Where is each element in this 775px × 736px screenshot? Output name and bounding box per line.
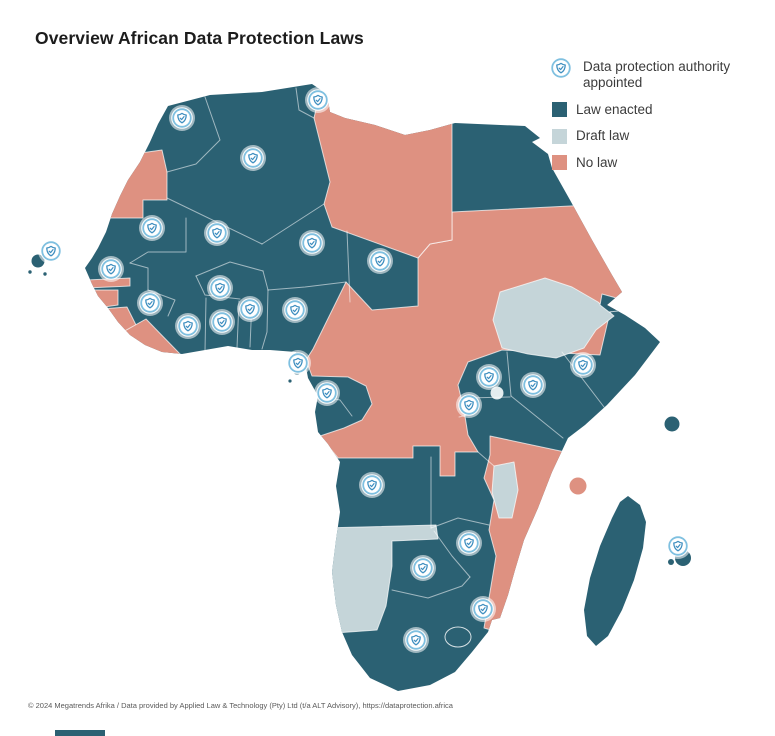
- authority-marker-niger: [298, 229, 326, 257]
- island-cape-verde-minor: [43, 272, 47, 276]
- no-law-swatch: [552, 155, 567, 170]
- authority-marker-senegal: [97, 255, 125, 283]
- authority-marker-morocco: [168, 104, 196, 132]
- authority-marker-burkina-faso: [206, 274, 234, 302]
- authority-marker-angola: [358, 471, 386, 499]
- authority-marker-chad: [366, 247, 394, 275]
- authority-marker-c-te-d-ivoire: [174, 312, 202, 340]
- law-enacted-swatch: [552, 102, 567, 118]
- authority-marker-tunisia: [304, 86, 332, 114]
- island-seychelles: [664, 416, 680, 432]
- authority-appointed-icon: [548, 55, 574, 81]
- legend-item-draft-law: Draft law: [552, 128, 767, 145]
- authority-marker-algeria: [239, 144, 267, 172]
- legend-label-no-law: No law: [576, 154, 618, 170]
- lake-victoria: [490, 386, 504, 400]
- country-region-malawi-draft-law: [491, 461, 519, 519]
- authority-marker-mali: [203, 219, 231, 247]
- authority-marker-cape-verde: [37, 237, 65, 265]
- authority-marker-somalia: [569, 351, 597, 379]
- legend-item-no-law: No law: [552, 154, 767, 171]
- authority-marker-guinea: [136, 289, 164, 317]
- authority-marker-zimbabwe: [455, 529, 483, 557]
- authority-marker-gabon: [313, 379, 341, 407]
- authority-marker-nigeria: [281, 296, 309, 324]
- authority-marker-south-africa: [402, 626, 430, 654]
- island-comoros-no-law: [569, 477, 587, 495]
- authority-marker-eswatini: [469, 595, 497, 623]
- legend-label-authority: Data protection authority appointed: [583, 58, 731, 91]
- island-madagascar: [584, 496, 646, 646]
- authority-marker-ghana: [208, 308, 236, 336]
- cropped-next-element: [55, 730, 105, 736]
- legend-label-draft-law: Draft law: [576, 128, 630, 144]
- authority-marker-kenya: [519, 371, 547, 399]
- legend-item-law-enacted: Law enacted: [552, 101, 767, 118]
- country-region-lesotho-outline: [444, 626, 472, 648]
- authority-marker-benin-togo: [236, 295, 264, 323]
- source-attribution: © 2024 Megatrends Afrika / Data provided…: [28, 701, 453, 710]
- page-title: Overview African Data Protection Laws: [35, 27, 364, 48]
- country-borders: [129, 87, 605, 599]
- authority-marker-s-o-tom-and-pr-ncipe: [284, 349, 312, 377]
- island-principe: [288, 379, 292, 383]
- authority-marker-mauritius: [664, 532, 692, 560]
- authority-marker-botswana: [409, 554, 437, 582]
- legend: Data protection authority appointed Law …: [548, 55, 767, 171]
- island-cape-verde-minor: [28, 270, 32, 274]
- authority-marker-mauritania: [138, 214, 166, 242]
- draft-law-swatch: [552, 128, 567, 144]
- country-region-guinea-bissau-no-law: [85, 289, 119, 309]
- legend-item-authority: Data protection authority appointed: [548, 55, 767, 92]
- legend-label-law-enacted: Law enacted: [576, 101, 653, 117]
- island-mauritius-minor: [668, 559, 674, 565]
- authority-marker-uganda: [475, 363, 503, 391]
- country-region-ethiopia-draft-law: [492, 277, 615, 359]
- authority-marker-rwanda-burundi: [455, 391, 483, 419]
